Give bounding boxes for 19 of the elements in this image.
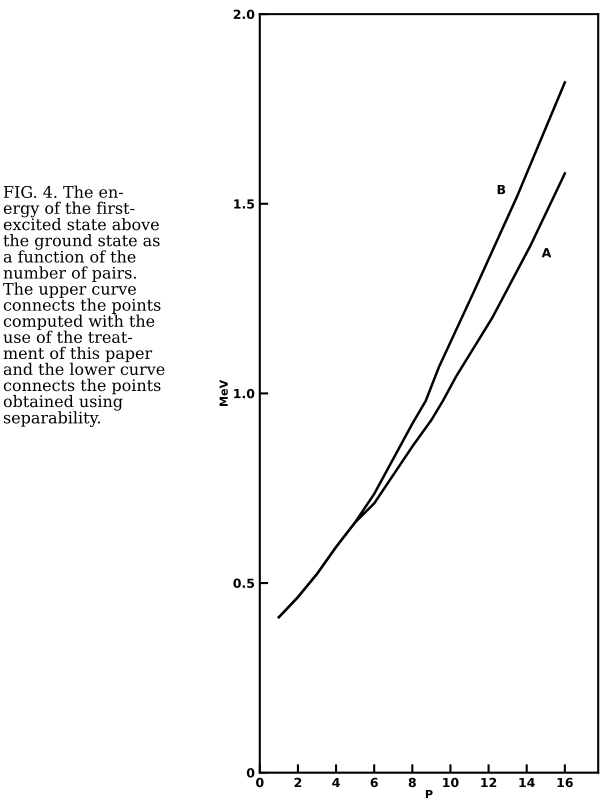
- x-tick-label: 8: [408, 778, 416, 788]
- series-label: A: [542, 248, 552, 258]
- series-label: B: [498, 184, 506, 194]
- y-tick-label: 2.0: [234, 10, 254, 20]
- y-tick-label: 1.0: [234, 388, 254, 398]
- x-tick-label: 12: [481, 778, 496, 788]
- x-axis-title: P: [426, 790, 433, 798]
- y-tick-label: 0: [246, 768, 254, 778]
- x-tick-label: 4: [332, 778, 340, 788]
- text: FIG. 4. The en- ergy of the first- excited state above the ground state as a function of the number of pairs. The upper curve connects the points computed with the use of the treat- ment of this paper and the lower curve connects the points obtained using separability.: [3, 186, 164, 427]
- x-tick-label: 6: [370, 778, 378, 788]
- x-tick-label: 2: [294, 778, 302, 788]
- x-tick-label: 0: [256, 778, 264, 788]
- y-tick-label: 0.5: [233, 578, 254, 588]
- x-tick-label: 10: [443, 778, 459, 788]
- y-axis-title: MeV: [220, 380, 228, 406]
- y-tick-label: 1.5: [234, 199, 254, 209]
- x-tick-label: 16: [558, 778, 573, 788]
- x-tick-label: 14: [519, 778, 535, 788]
